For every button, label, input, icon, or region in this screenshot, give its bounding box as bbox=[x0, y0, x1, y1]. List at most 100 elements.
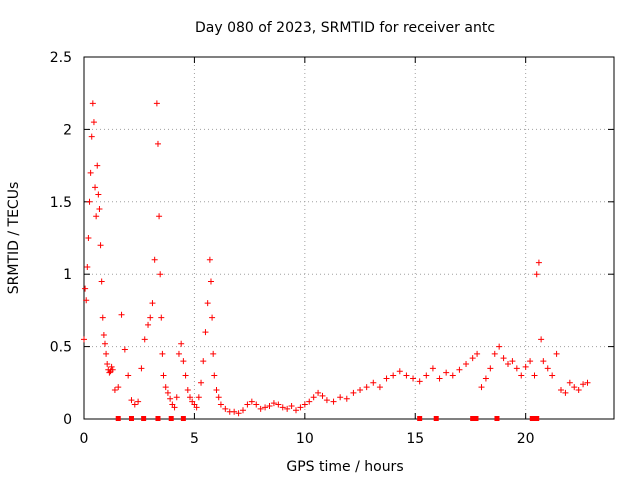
data-point bbox=[88, 133, 95, 140]
zero-marker bbox=[155, 416, 161, 421]
data-point bbox=[575, 387, 582, 394]
data-point bbox=[343, 395, 350, 402]
data-point bbox=[210, 350, 217, 357]
data-point bbox=[125, 372, 132, 379]
data-point bbox=[571, 384, 578, 391]
ticks: 0 5 10 15 20 0 0.5 1 1.5 2 2.5 bbox=[50, 50, 614, 447]
data-point bbox=[443, 369, 450, 376]
data-point bbox=[566, 379, 573, 386]
data-point bbox=[211, 372, 218, 379]
data-point bbox=[159, 350, 166, 357]
data-point bbox=[98, 278, 105, 285]
data-point bbox=[198, 379, 205, 386]
data-point bbox=[482, 375, 489, 382]
data-point bbox=[164, 389, 171, 396]
data-point bbox=[184, 387, 191, 394]
data-point bbox=[487, 365, 494, 372]
data-point bbox=[213, 387, 220, 394]
plot-frame bbox=[83, 56, 615, 420]
data-point bbox=[193, 404, 200, 411]
data-point bbox=[156, 213, 163, 220]
data-point bbox=[182, 372, 189, 379]
data-point bbox=[297, 404, 304, 411]
x-tick-label: 10 bbox=[296, 431, 314, 447]
data-point bbox=[244, 401, 251, 408]
data-point bbox=[101, 340, 108, 347]
data-point bbox=[370, 379, 377, 386]
data-point bbox=[81, 336, 87, 343]
data-point bbox=[275, 401, 282, 408]
data-point bbox=[83, 297, 90, 304]
data-point bbox=[376, 384, 383, 391]
data-point bbox=[207, 278, 214, 285]
y-tick-label: 1 bbox=[63, 267, 72, 283]
data-point bbox=[121, 346, 128, 353]
data-point bbox=[153, 100, 160, 107]
data-point bbox=[323, 397, 330, 404]
data-point bbox=[363, 384, 370, 391]
data-point bbox=[231, 408, 238, 415]
data-point bbox=[478, 384, 485, 391]
zero-marker bbox=[494, 416, 500, 421]
data-point bbox=[94, 162, 101, 169]
data-point bbox=[209, 314, 216, 321]
data-point bbox=[266, 402, 273, 409]
data-point bbox=[131, 401, 138, 408]
data-point bbox=[154, 140, 161, 147]
y-tick-label: 2 bbox=[63, 122, 72, 138]
data-point bbox=[301, 401, 308, 408]
zero-marker bbox=[529, 416, 535, 421]
data-point bbox=[533, 271, 540, 278]
y-axis-label: SRMTID / TECUs bbox=[6, 182, 22, 295]
data-point bbox=[106, 369, 113, 376]
data-point bbox=[584, 379, 591, 386]
data-point bbox=[535, 259, 542, 266]
x-tick-label: 15 bbox=[406, 431, 424, 447]
zero-marker bbox=[115, 416, 121, 421]
data-point bbox=[173, 394, 180, 401]
data-point bbox=[416, 378, 423, 385]
data-point bbox=[100, 332, 107, 339]
data-point bbox=[383, 375, 390, 382]
data-point bbox=[456, 366, 463, 373]
data-point bbox=[157, 271, 164, 278]
data-point bbox=[162, 384, 169, 391]
zero-marker bbox=[141, 416, 147, 421]
data-point bbox=[89, 100, 96, 107]
data-point bbox=[449, 372, 456, 379]
data-point bbox=[99, 314, 106, 321]
data-point bbox=[84, 263, 91, 270]
grid bbox=[84, 57, 614, 419]
data-point bbox=[496, 343, 503, 350]
data-point bbox=[115, 384, 122, 391]
data-point bbox=[103, 350, 110, 357]
data-point bbox=[108, 363, 115, 370]
data-point bbox=[257, 405, 264, 412]
zero-marker bbox=[168, 416, 174, 421]
zero-marker bbox=[470, 416, 476, 421]
zero-marker bbox=[128, 416, 134, 421]
data-point bbox=[310, 394, 317, 401]
data-point bbox=[217, 401, 224, 408]
data-point bbox=[160, 372, 167, 379]
data-point bbox=[111, 387, 118, 394]
data-point bbox=[158, 314, 165, 321]
data-point bbox=[93, 213, 100, 220]
zero-marker bbox=[473, 416, 479, 421]
zero-marker bbox=[534, 416, 540, 421]
data-point bbox=[469, 355, 476, 362]
data-point bbox=[580, 381, 587, 388]
data-point bbox=[118, 311, 125, 318]
data-point bbox=[288, 402, 295, 409]
y-tick-label: 2.5 bbox=[50, 50, 72, 66]
data-point bbox=[337, 394, 344, 401]
data-point bbox=[306, 398, 313, 405]
data-point bbox=[357, 387, 364, 394]
data-point bbox=[562, 389, 569, 396]
x-tick-label: 0 bbox=[80, 431, 89, 447]
data-point bbox=[200, 358, 207, 365]
data-point bbox=[513, 365, 520, 372]
data-point bbox=[85, 235, 92, 241]
data-point bbox=[187, 394, 193, 401]
x-axis-label: GPS time / hours bbox=[286, 459, 403, 475]
